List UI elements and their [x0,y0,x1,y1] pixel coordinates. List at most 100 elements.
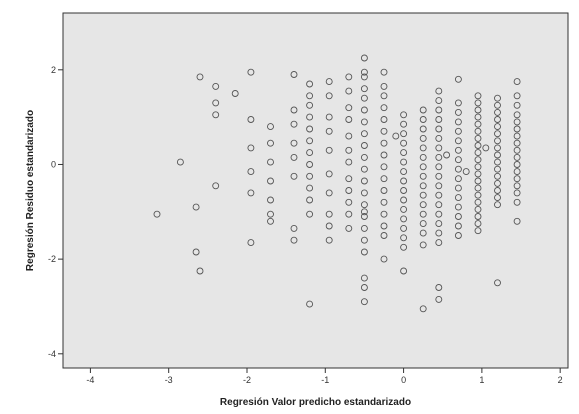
data-point [454,222,462,230]
y-tick-label: 0 [51,159,56,169]
data-point [345,146,353,154]
data-point [360,94,368,102]
data-point [325,113,333,121]
x-tick-label: -2 [243,375,251,385]
data-point [380,255,388,263]
data-point [360,153,368,161]
data-point [212,99,220,107]
data-point [513,161,521,168]
data-point [454,118,462,126]
data-point [192,248,200,256]
data-point [400,111,408,119]
data-point [435,144,443,152]
data-point [290,106,298,114]
data-point [419,241,427,249]
data-point [290,71,298,78]
data-point [360,177,368,185]
data-point [360,165,368,173]
data-point [494,158,501,166]
data-point [306,92,314,100]
data-point [474,92,482,100]
data-point [454,175,462,183]
data-point [325,170,333,178]
data-point [494,201,501,209]
data-point [435,87,443,95]
data-point [380,104,388,112]
data-point [513,153,521,161]
data-point [360,224,368,232]
data-point [454,232,462,239]
data-point [462,168,470,176]
data-point [435,201,443,209]
data-point [513,217,521,225]
data-point [419,305,427,313]
data-point [494,165,501,173]
data-point [454,194,462,202]
data-point [400,168,408,176]
data-point [494,151,501,159]
data-point [306,125,314,133]
data-point [435,182,443,190]
data-point [513,189,521,197]
data-point [435,210,443,218]
x-tick-label: -4 [86,375,94,385]
data-point [474,205,482,213]
data-point [474,227,482,235]
data-point [474,127,482,135]
data-point [325,127,333,135]
y-tick-label: -2 [48,254,56,264]
x-tick-label: -3 [165,375,173,385]
data-point [400,120,408,128]
data-point [360,236,368,244]
data-point [306,101,314,109]
data-point [360,201,368,209]
data-point [419,191,427,199]
data-point [419,163,427,171]
data-point [435,229,443,237]
data-point [454,99,462,107]
data-point [380,92,388,100]
data-point [400,234,408,242]
data-point [474,156,482,164]
data-point [454,165,462,173]
data-point [419,144,427,152]
data-point [196,267,204,275]
data-point [400,187,408,194]
data-point [482,144,490,152]
data-point [325,146,333,154]
data-point [380,210,388,218]
data-point [400,215,408,223]
data-point [494,108,501,116]
data-point [454,108,462,116]
data-point [360,73,368,81]
data-point [360,284,368,291]
data-point [360,189,368,197]
data-point [306,172,314,180]
data-point [443,151,451,159]
data-point [454,213,462,220]
data-point [474,142,482,149]
data-point [400,177,408,185]
data-point [345,73,353,81]
data-point [345,210,353,218]
data-point [494,144,501,152]
data-point [474,149,482,157]
data-point [419,210,427,218]
data-point [400,158,408,166]
data-point [474,170,482,178]
data-point [435,295,443,303]
data-point [435,163,443,171]
data-point [290,120,298,128]
data-point [325,92,333,100]
data-point [360,274,368,282]
data-point [212,182,220,190]
data-point [345,104,353,112]
data-point [360,68,368,76]
data-point [345,175,353,183]
x-tick-label: 1 [479,375,484,385]
data-point [454,75,462,83]
data-point [419,172,427,180]
data-point [435,106,443,114]
data-point [419,201,427,209]
data-point [306,80,314,88]
